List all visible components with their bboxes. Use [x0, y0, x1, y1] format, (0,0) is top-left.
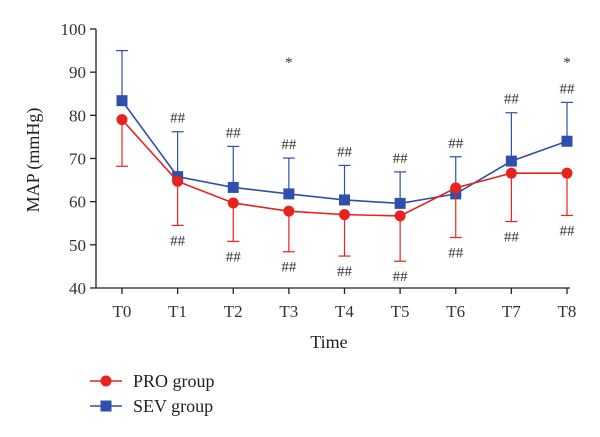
data-point	[227, 181, 239, 193]
data-point	[394, 197, 406, 209]
significance-hash-label: ##	[337, 144, 353, 160]
significance-hash-label: ##	[281, 260, 297, 276]
legend-label: SEV group	[133, 396, 213, 416]
x-axis-title: Time	[310, 332, 347, 352]
data-point	[172, 175, 184, 187]
data-point	[561, 135, 573, 147]
series-layer	[116, 49, 573, 262]
significance-star: *	[285, 55, 293, 71]
significance-hash-label: ##	[448, 245, 464, 261]
x-axis: T0 T1 T2 T3 T4 T5 T6 T7 T8	[96, 287, 577, 321]
y-axis: 40 50 60 70 80 90 100	[61, 20, 97, 298]
data-point	[339, 209, 350, 221]
y-tick-label: 60	[69, 193, 86, 212]
data-point	[561, 167, 573, 179]
significance-hash-label: ##	[560, 81, 576, 97]
data-point	[394, 210, 406, 222]
data-point	[339, 194, 350, 206]
significance-hash-label: ##	[448, 136, 464, 152]
significance-hash-label: ##	[393, 269, 409, 285]
data-point	[283, 188, 295, 200]
legend: PRO group SEV group	[90, 371, 215, 416]
series-pro-group	[116, 114, 573, 262]
legend-label: PRO group	[133, 371, 215, 391]
data-point	[116, 114, 128, 126]
legend-item-pro-group: PRO group	[90, 371, 215, 391]
x-tick-label: T8	[558, 302, 577, 321]
x-tick-label: T6	[446, 302, 465, 321]
x-tick-label: T0	[113, 302, 132, 321]
data-point	[283, 205, 295, 217]
significance-hash-label: ##	[393, 151, 409, 167]
y-tick-label: 40	[69, 279, 86, 298]
y-tick-label: 90	[69, 63, 86, 82]
significance-hash-label: ##	[170, 233, 186, 249]
x-tick-label: T4	[335, 302, 354, 321]
data-point	[227, 197, 239, 209]
significance-hash-label: ##	[337, 264, 353, 280]
significance-hash-label: ##	[281, 137, 297, 153]
data-point	[450, 182, 462, 194]
significance-hash-label: ##	[504, 230, 520, 246]
significance-hash-label: ##	[226, 125, 242, 141]
y-tick-label: 70	[69, 150, 86, 169]
x-tick-label: T1	[168, 302, 187, 321]
y-tick-label: 80	[69, 106, 86, 125]
y-tick-label: 100	[61, 20, 87, 39]
legend-marker-square	[100, 400, 112, 412]
series-sev-group	[116, 49, 573, 209]
x-tick-label: T7	[502, 302, 521, 321]
legend-marker-circle	[100, 375, 112, 387]
legend-item-sev-group: SEV group	[90, 396, 213, 416]
significance-hash-label: ##	[226, 249, 242, 265]
x-tick-label: T5	[391, 302, 410, 321]
y-axis-title: MAP (mmHg)	[23, 108, 44, 213]
significance-hash-label: ##	[560, 223, 576, 239]
data-point	[116, 95, 128, 107]
significance-hash-label: ##	[170, 111, 186, 127]
significance-star: *	[563, 55, 571, 71]
x-tick-label: T3	[279, 302, 298, 321]
data-point	[505, 167, 517, 179]
data-point	[505, 155, 517, 167]
significance-hash-label: ##	[504, 92, 520, 108]
annotation-layer: ## ## ## ## ## ## ## ## ## ## ## ## ## ## ## ## * *	[170, 55, 575, 285]
x-tick-label: T2	[224, 302, 243, 321]
y-tick-label: 50	[69, 236, 86, 255]
